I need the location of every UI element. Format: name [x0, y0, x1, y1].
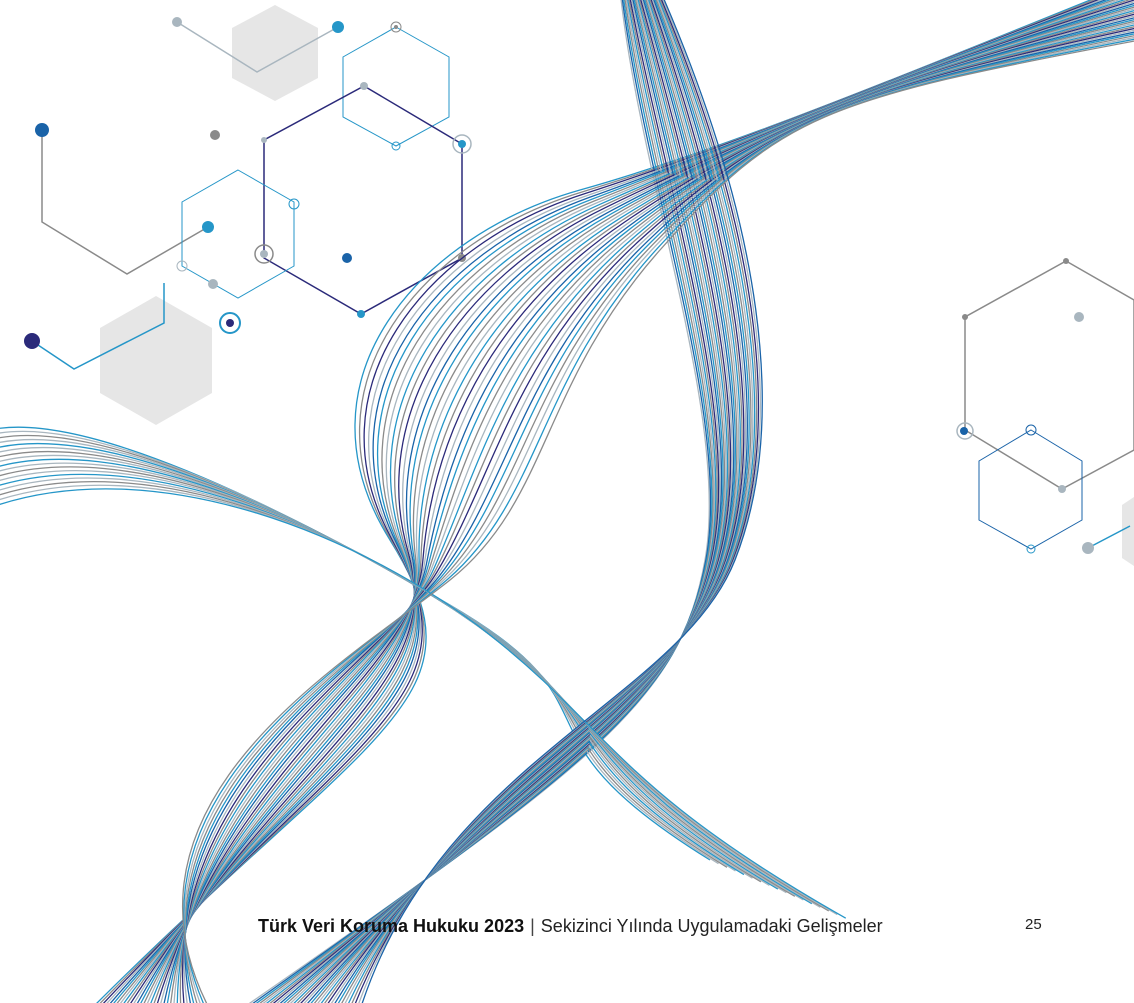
connector-line [31, 283, 165, 370]
wave-line [116, 0, 1116, 1003]
wave-line [166, 18, 1134, 1003]
hexagon-outline-small-left [181, 169, 295, 299]
ring-node [254, 244, 274, 264]
node-dot [342, 253, 352, 263]
hexagon-outline-small-top [342, 26, 450, 147]
ring-node [956, 422, 974, 440]
wave-line [182, 40, 1134, 1003]
wave-line [348, 0, 756, 1003]
node-dot [332, 21, 344, 33]
wave-line [109, 0, 1107, 1003]
wave-line [119, 0, 1121, 1003]
ring-node [452, 134, 472, 154]
footer-title: Türk Veri Koruma Hukuku 2023 [258, 915, 525, 936]
wave-line [351, 0, 758, 1003]
wave-line [289, 0, 727, 1003]
wave-line [130, 0, 1134, 1003]
wave-line [361, 0, 763, 1003]
hexagon-outline-large [263, 85, 463, 315]
wave-line [307, 0, 735, 1003]
hexagon-fill-right [1122, 497, 1134, 566]
wave-line [354, 0, 760, 1003]
node-dot [1082, 542, 1094, 554]
hexagon-outline-right-small [978, 429, 1083, 550]
node-dot [35, 123, 49, 137]
hexagon-fill-left [100, 296, 212, 425]
node-dot [962, 314, 968, 320]
wave-line [248, 0, 711, 1003]
connector-line [1087, 525, 1131, 549]
hexagon-fill-top [232, 5, 318, 101]
wave-line [143, 6, 1134, 1003]
node-dot [202, 221, 214, 233]
footer-separator: | [530, 915, 535, 936]
wave-line [0, 442, 745, 876]
wave-line [140, 4, 1134, 1003]
ring-node [219, 312, 241, 334]
wave-line [272, 0, 720, 1003]
wave-line [153, 11, 1134, 1003]
node-dot [24, 333, 40, 349]
footer-subtitle: Sekizinci Yılında Uygulamadaki Gelişmele… [540, 915, 883, 936]
wave-line [156, 13, 1134, 1003]
connector-line [176, 21, 339, 73]
wave-line [163, 17, 1134, 1003]
wave-line [341, 0, 752, 1003]
wave-line [313, 0, 738, 1003]
wave-line [334, 0, 748, 1003]
node-dot [1074, 312, 1084, 322]
wave-line [331, 0, 747, 1003]
wave-line [133, 1, 1134, 1003]
page-footer: Türk Veri Koruma Hukuku 2023 | Sekizinci… [258, 914, 883, 938]
wave-line [252, 0, 712, 1003]
wave-line [150, 10, 1134, 1003]
node-dot [261, 137, 267, 143]
wave-line [136, 2, 1134, 1003]
page-number: 25 [1025, 916, 1042, 933]
wave-line [0, 426, 711, 861]
wave-line [146, 8, 1134, 1003]
wave-line [337, 0, 750, 1003]
node-dot [357, 310, 365, 318]
wave-line [126, 0, 1131, 1003]
ring-node [1025, 424, 1037, 436]
ring-node [390, 21, 402, 33]
wave-line [327, 0, 745, 1003]
node-dot [960, 427, 968, 435]
node-dot [208, 279, 218, 289]
wave-line [176, 24, 1134, 1003]
wave-line [123, 0, 1126, 1003]
connector-line [41, 130, 209, 275]
wave-line [160, 15, 1134, 1003]
node-dot [1063, 258, 1069, 264]
wave-line [113, 0, 1112, 1003]
node-dot [360, 82, 368, 90]
ring-node [176, 141, 1036, 554]
wave-line [0, 488, 847, 919]
node-dot [172, 17, 182, 27]
node-dot [1058, 485, 1066, 493]
node-dot [210, 130, 220, 140]
wave-line [259, 0, 714, 1003]
wave-line [255, 0, 713, 1003]
wave-line [358, 0, 761, 1003]
wave-line [344, 0, 754, 1003]
